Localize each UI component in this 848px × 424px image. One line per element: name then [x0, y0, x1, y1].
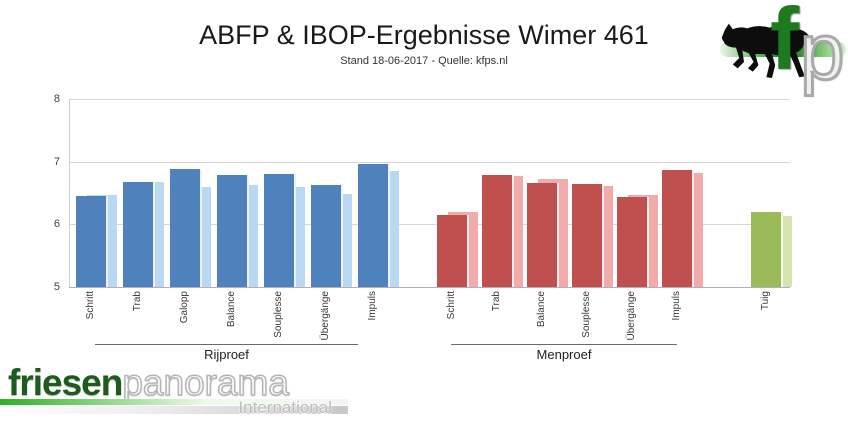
- x-tick-label: Schritt: [85, 291, 96, 320]
- bar-souplesse: [572, 184, 604, 287]
- bar-schritt: [76, 196, 108, 287]
- page-title: ABFP & IBOP-Ergebnisse Wimer 461: [199, 20, 649, 50]
- x-tick-label: Balance: [536, 291, 547, 328]
- group-underline-menproef: [451, 344, 677, 345]
- x-tick-label: Impuls: [367, 291, 378, 321]
- x-tick-label: Souplesse: [273, 291, 284, 338]
- bar-trab: [482, 175, 514, 287]
- x-tick-label: Tuig: [760, 291, 771, 311]
- gridline: [69, 224, 790, 226]
- x-tick-label: Schritt: [446, 291, 457, 320]
- bar-galopp: [170, 168, 202, 287]
- logo-text-international: International: [238, 398, 332, 417]
- x-tick-label: Trab: [132, 291, 143, 312]
- friesenpanorama-logo: friesenpanorama International: [0, 361, 350, 424]
- y-tick-label: 5: [53, 281, 60, 293]
- logo-text-friesen: friesen: [8, 362, 123, 403]
- y-axis-line: [69, 99, 70, 287]
- x-tick-label: Souplesse: [581, 291, 592, 338]
- logo-letter-p: p: [799, 6, 846, 98]
- bar-impuls: [358, 163, 390, 287]
- gridline: [69, 98, 790, 100]
- group-label-rijproef: Rijproef: [204, 347, 249, 362]
- logo-wordmark: friesenpanorama: [8, 361, 290, 404]
- bar-übergänge: [617, 197, 649, 287]
- x-axis-line: [69, 287, 790, 288]
- logo-gradient-bar-green: [0, 399, 348, 405]
- gridline: [69, 161, 790, 163]
- group-label-menproef: Menproef: [536, 347, 592, 362]
- x-tick-label: Impuls: [671, 291, 682, 321]
- y-tick-label: 7: [53, 155, 60, 168]
- y-tick-label: 8: [53, 92, 60, 105]
- group-underline-rijproef: [95, 344, 358, 345]
- x-tick-label: Übergänge: [626, 291, 637, 341]
- x-tick-label: Galopp: [179, 291, 190, 324]
- bar-impuls: [662, 170, 694, 287]
- bar-tuig: [751, 211, 783, 287]
- bar-souplesse: [264, 173, 296, 287]
- x-tick-label: Balance: [226, 291, 237, 328]
- bar-übergänge: [311, 185, 343, 287]
- bar-trab: [123, 181, 155, 287]
- bar-schritt: [437, 214, 469, 287]
- logo-gradient-bar-silver: [0, 406, 348, 414]
- x-tick-label: Trab: [491, 291, 502, 312]
- bar-balance: [527, 182, 559, 287]
- horse-icon: [721, 23, 813, 79]
- bar-balance: [217, 175, 249, 287]
- logo-text-panorama: panorama: [122, 361, 290, 404]
- x-tick-label: Übergänge: [320, 291, 331, 341]
- page-subtitle: Stand 18-06-2017 - Quelle: kfps.nl: [340, 55, 508, 67]
- logo-letter-f: f: [770, 0, 800, 88]
- y-tick-label: 6: [53, 218, 60, 231]
- fp-logo: f p: [718, 0, 848, 98]
